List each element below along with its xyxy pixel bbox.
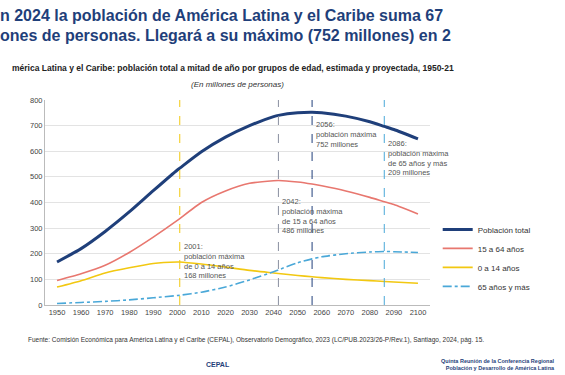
svg-text:(En millones de personas): (En millones de personas) xyxy=(191,80,284,89)
svg-text:2086:población máximade 65 año: 2086:población máximade 65 años y más209… xyxy=(388,139,449,177)
svg-text:500: 500 xyxy=(30,172,43,181)
svg-text:2050: 2050 xyxy=(289,308,306,317)
svg-text:15 a 64 años: 15 a 64 años xyxy=(478,245,524,254)
svg-text:0 a 14 años: 0 a 14 años xyxy=(478,264,520,273)
svg-text:2030: 2030 xyxy=(241,308,258,317)
svg-text:n 2024 la población de América: n 2024 la población de América Latina y … xyxy=(0,7,451,45)
svg-text:2040: 2040 xyxy=(265,308,282,317)
svg-text:600: 600 xyxy=(30,147,43,156)
svg-text:2001:población máximade 0 a 14: 2001:población máximade 0 a 14 años168 m… xyxy=(184,242,245,280)
svg-text:Fuente: Comisión Económica par: Fuente: Comisión Económica para América … xyxy=(28,336,484,344)
svg-text:2000: 2000 xyxy=(169,308,186,317)
svg-text:65 años y más: 65 años y más xyxy=(478,283,530,292)
svg-text:2060: 2060 xyxy=(313,308,330,317)
svg-text:800: 800 xyxy=(30,96,43,105)
svg-text:2070: 2070 xyxy=(337,308,354,317)
svg-text:1970: 1970 xyxy=(97,308,114,317)
svg-text:200: 200 xyxy=(30,249,43,258)
svg-text:2010: 2010 xyxy=(193,308,210,317)
svg-text:2090: 2090 xyxy=(386,308,403,317)
svg-text:100: 100 xyxy=(30,275,43,284)
svg-text:400: 400 xyxy=(30,198,43,207)
svg-text:1950: 1950 xyxy=(49,308,66,317)
svg-text:2056:población máxima752 millo: 2056:población máxima752 millones xyxy=(316,120,377,149)
svg-text:CEPAL: CEPAL xyxy=(206,361,230,368)
svg-text:2080: 2080 xyxy=(361,308,378,317)
svg-text:0: 0 xyxy=(38,301,42,310)
svg-text:700: 700 xyxy=(30,121,43,130)
svg-text:1990: 1990 xyxy=(145,308,162,317)
svg-text:Población total: Población total xyxy=(478,226,531,235)
svg-text:1960: 1960 xyxy=(73,308,90,317)
svg-text:1980: 1980 xyxy=(121,308,138,317)
svg-text:300: 300 xyxy=(30,224,43,233)
svg-text:Quinta Reunión de la Conferenc: Quinta Reunión de la Conferencia Regiona… xyxy=(441,358,555,371)
svg-text:mérica Latina y el Caribe: pob: mérica Latina y el Caribe: población tot… xyxy=(12,63,454,73)
svg-text:2042:población máximade 15 a 6: 2042:población máximade 15 a 64 años486 … xyxy=(282,197,343,235)
svg-text:2100: 2100 xyxy=(410,308,427,317)
svg-text:2020: 2020 xyxy=(217,308,234,317)
